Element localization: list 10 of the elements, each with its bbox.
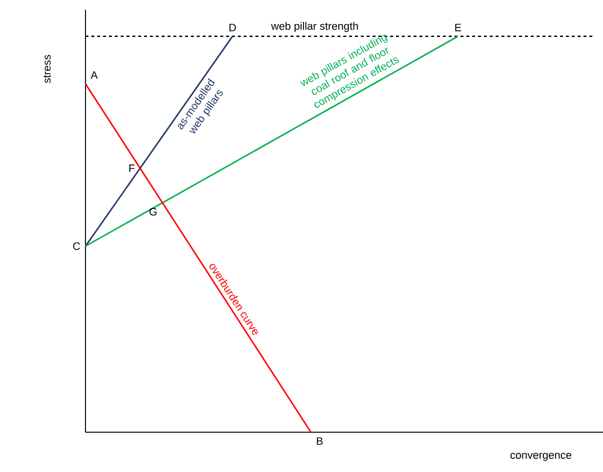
series-label: web pillar strength (271, 22, 358, 32)
text: E (455, 24, 462, 32)
annotation: F (129, 164, 135, 172)
annotation: G (150, 208, 157, 216)
text: D (230, 24, 236, 32)
annotation: A (90, 71, 98, 79)
text: C (73, 242, 80, 250)
x-axis-title: convergence (510, 452, 572, 461)
y-axis-title: stress (44, 54, 51, 83)
text: B (316, 437, 323, 445)
